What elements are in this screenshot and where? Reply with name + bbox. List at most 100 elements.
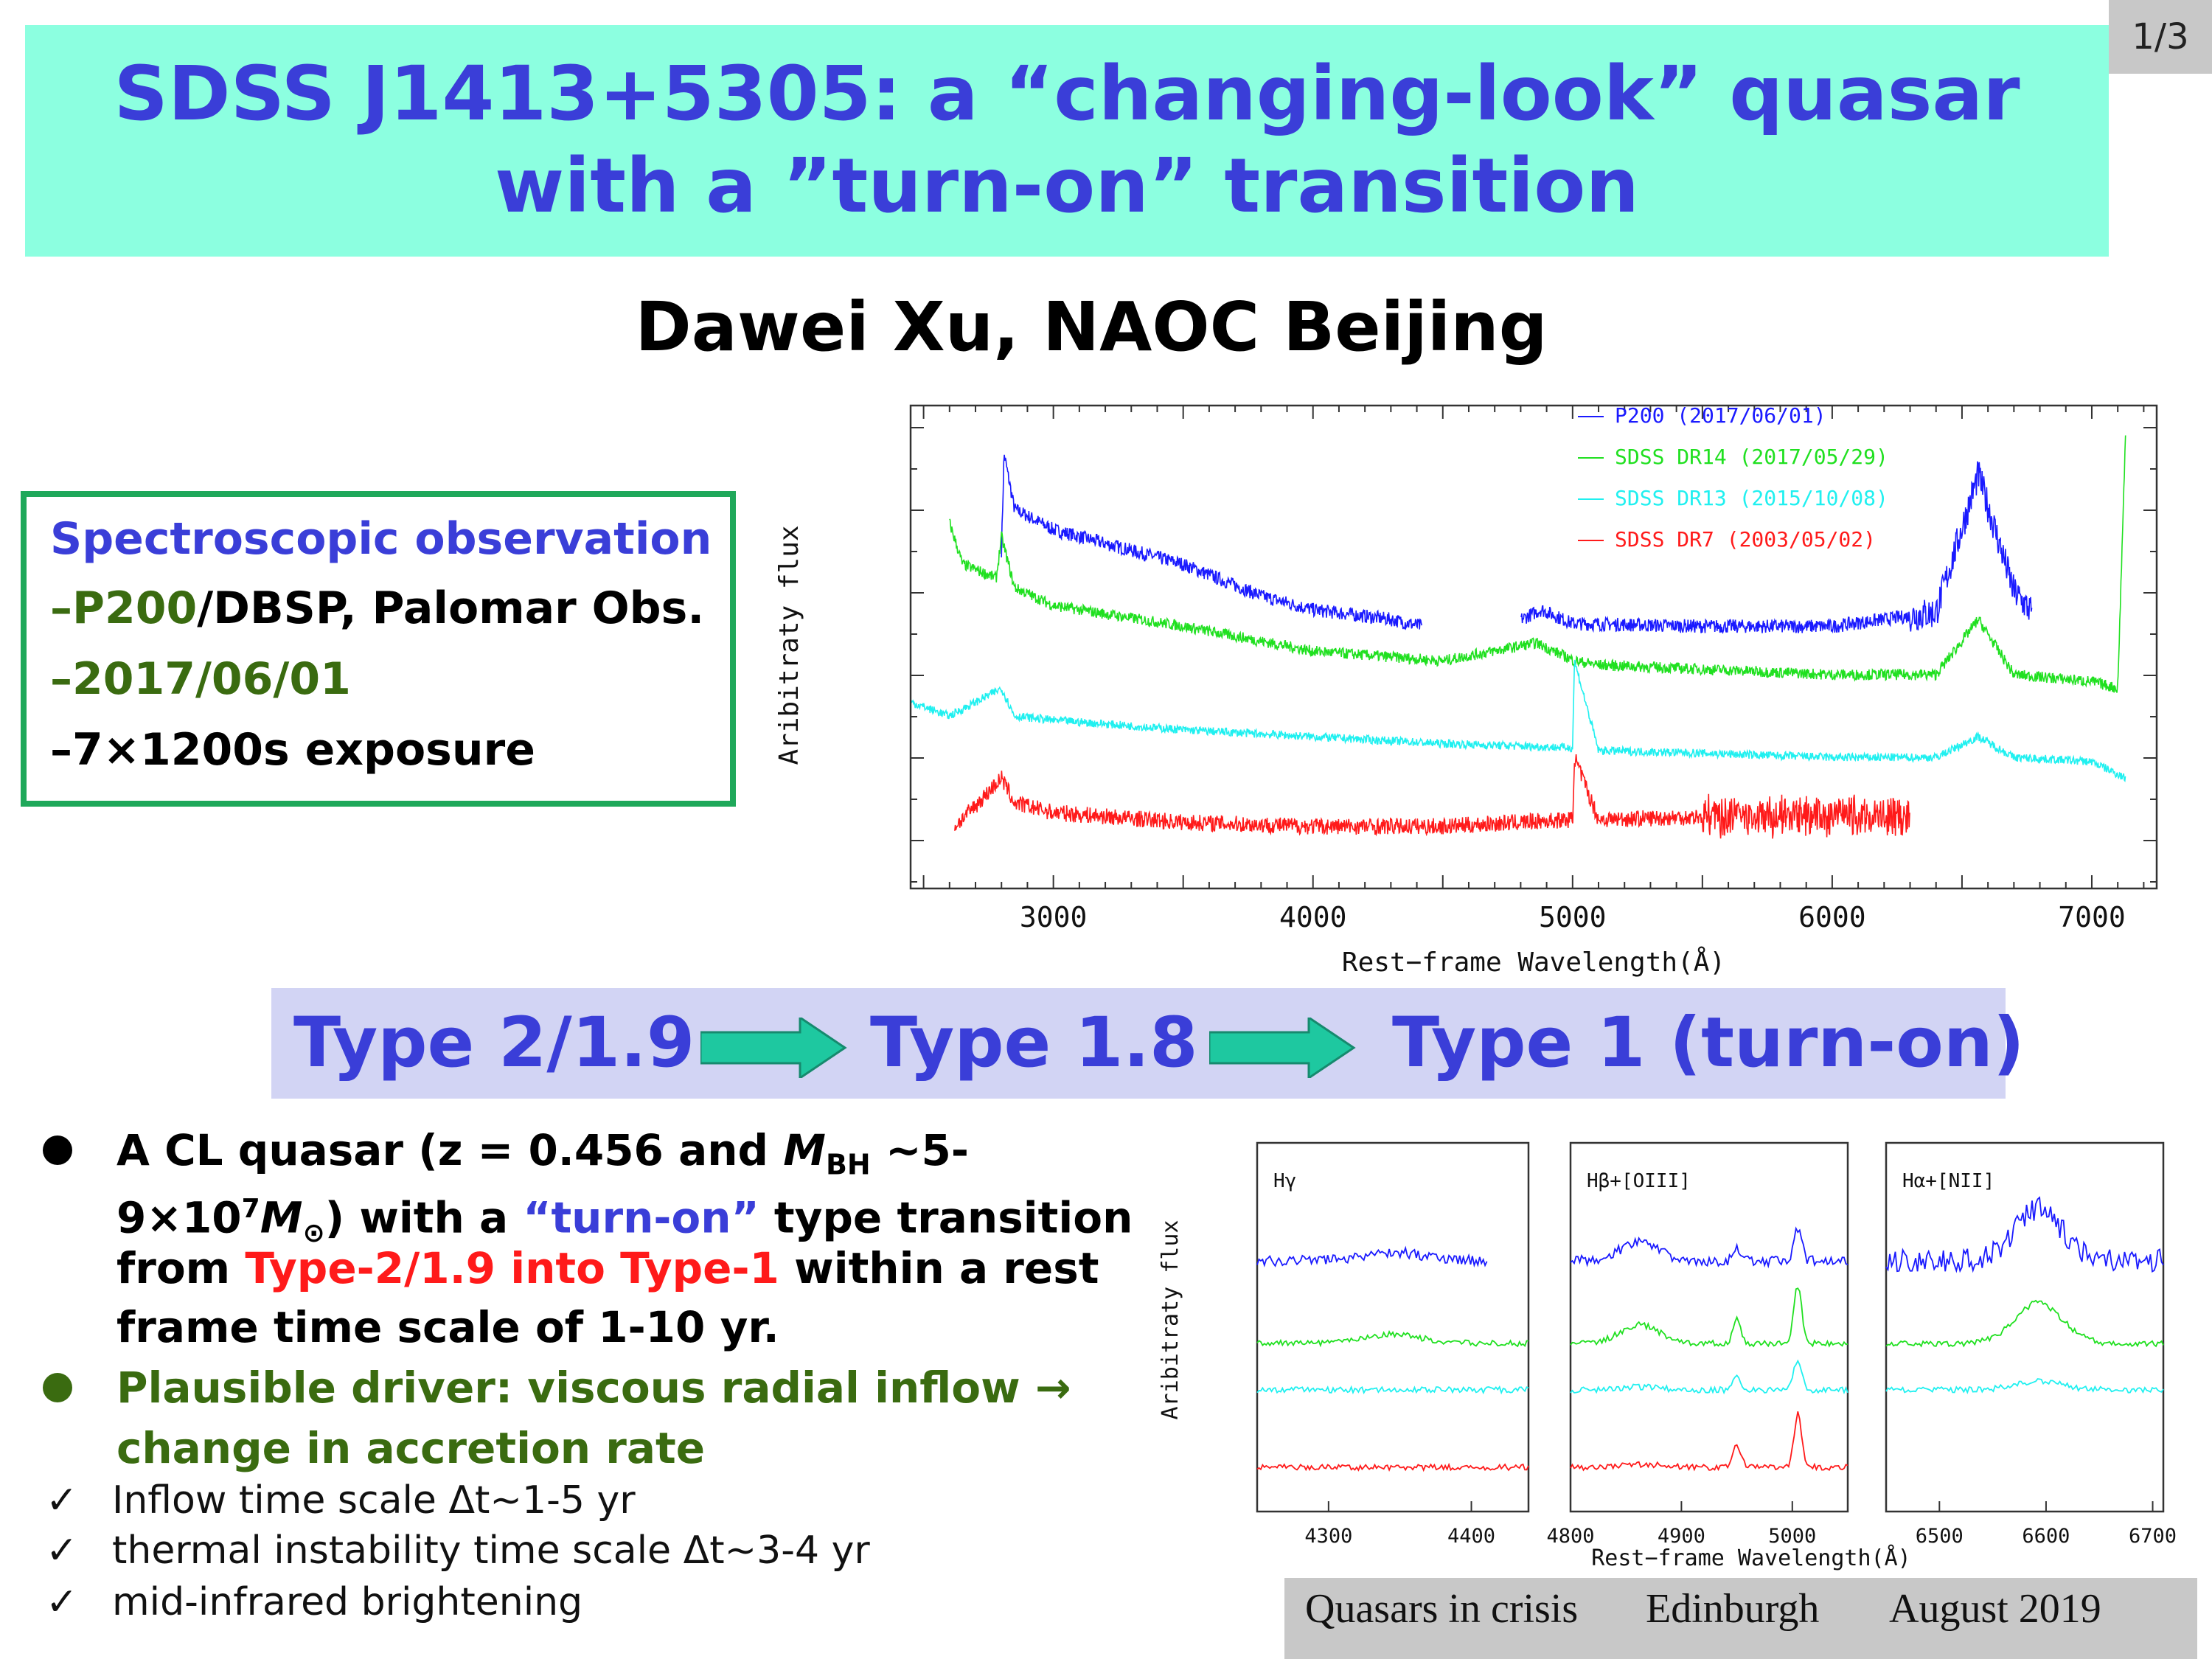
zoom-x-tick-label: 6500 xyxy=(1916,1525,1964,1548)
check-text: thermal instability time scale Δt~3-4 yr xyxy=(112,1528,870,1573)
observation-instrument: –P200/DBSP, Palomar Obs. xyxy=(50,582,704,634)
observation-box: Spectroscopic observation –P200/DBSP, Pa… xyxy=(21,491,736,807)
zoom-panel-frame xyxy=(1885,1141,2165,1513)
x-tick-label: 4000 xyxy=(1279,901,1347,933)
zoom-panel-frame xyxy=(1256,1141,1530,1513)
zoom-spectrum-line xyxy=(1570,1411,1848,1472)
dash: – xyxy=(50,653,72,705)
footer-date: August 2019 xyxy=(1889,1586,2101,1632)
zoom-x-tick-label: 6700 xyxy=(2129,1525,2177,1548)
plot-frame xyxy=(909,404,2158,890)
zoom-x-tick-label: 5000 xyxy=(1768,1525,1816,1548)
footer-location: Edinburgh xyxy=(1646,1586,1820,1632)
bullet-2-line-1: Plausible driver: viscous radial inflow … xyxy=(116,1363,1071,1413)
footer-bar: Quasars in crisis Edinburgh August 2019 xyxy=(1284,1578,2197,1659)
bullet-dot xyxy=(43,1373,72,1402)
text: BH xyxy=(825,1148,871,1181)
text: ⊙ xyxy=(302,1217,325,1248)
author-line: Dawei Xu, NAOC Beijing xyxy=(635,288,1548,366)
observation-date: –2017/06/01 xyxy=(50,653,351,705)
title-line-1: SDSS J1413+5305: a “changing-look” quasa… xyxy=(114,50,2020,138)
type-label-3: Type 1 (turn-on) xyxy=(1392,1003,2025,1083)
type-label-2: Type 1.8 xyxy=(870,1003,1198,1083)
spectrum-chart: 3000 4000 5000 6000 7000 P200 (2017/06/01) SD… xyxy=(774,403,2158,978)
observation-heading: Spectroscopic observation xyxy=(50,513,712,565)
zoom-x-tick-label: 4800 xyxy=(1546,1525,1594,1548)
instrument-detail: /DBSP, Palomar Obs. xyxy=(197,582,705,634)
y-axis-label: Aribitraty flux xyxy=(774,525,804,765)
x-axis-label: Rest−frame Wavelength(Å) xyxy=(1342,946,1725,978)
x-tick-label: 3000 xyxy=(1020,901,1088,933)
text: M xyxy=(783,1125,826,1175)
zoom-spectrum-line xyxy=(1885,1299,2164,1348)
zoom-panel-frame xyxy=(1569,1141,1849,1513)
check-item-2: ✓ thermal instability time scale Δt~3-4 y… xyxy=(46,1525,870,1576)
zoom-spectrum-line xyxy=(1885,1378,2164,1394)
check-icon: ✓ xyxy=(46,1528,78,1573)
legend-entry: SDSS DR7 (2003/05/02) xyxy=(1615,527,1876,552)
zoom-panels: Hγ 4300 4400 Hβ+[OIII] 4800 4900 5000 Hα+[NII] 6… xyxy=(1256,1141,2177,1548)
text: 7 xyxy=(241,1194,260,1224)
x-tick-label: 5000 xyxy=(1539,901,1607,933)
bullet-dot xyxy=(43,1135,72,1165)
text: ~5- xyxy=(870,1125,969,1175)
legend-entry: P200 (2017/06/01) xyxy=(1615,403,1826,428)
check-text: mid-infrared brightening xyxy=(112,1580,583,1624)
date-value: 2017/06/01 xyxy=(72,653,351,705)
text: from xyxy=(116,1243,246,1293)
spectrum-series-group xyxy=(910,435,2126,839)
zoom-spectrum-line xyxy=(1256,1462,1529,1472)
zoom-spectrum-line xyxy=(1570,1226,1848,1269)
zoom-spectrum-line xyxy=(1256,1385,1529,1395)
bullet-1-line-4: frame time scale of 1-10 yr. xyxy=(116,1302,779,1352)
zoom-spectrum-line xyxy=(1570,1359,1848,1395)
zoom-spectra-chart: Hγ 4300 4400 Hβ+[OIII] 4800 4900 5000 Hα+[NII] 6… xyxy=(1158,1141,2177,1571)
zoom-x-tick-label: 6600 xyxy=(2022,1525,2070,1548)
zoom-x-axis-label: Rest−frame Wavelength(Å) xyxy=(1591,1545,1910,1571)
zoom-spectrum-line xyxy=(1570,1287,1848,1348)
text: “turn-on” xyxy=(523,1192,759,1243)
zoom-panel-label: Hα+[NII] xyxy=(1902,1170,1994,1192)
spectrum-line-2 xyxy=(949,435,2126,693)
title-banner: SDSS J1413+5305: a “changing-look” quasa… xyxy=(25,25,2109,257)
observation-exposure: –7×1200s exposure xyxy=(50,724,535,776)
check-text: Inflow time scale Δt~1-5 yr xyxy=(112,1478,636,1523)
zoom-x-tick-label: 4400 xyxy=(1447,1525,1495,1548)
bullet-1-line-1: A CL quasar (z = 0.456 and MBH ~5- xyxy=(116,1121,1105,1194)
spectrum-line-3 xyxy=(910,659,2126,783)
text: Type-2/1.9 into Type-1 xyxy=(245,1243,779,1293)
text: M xyxy=(260,1192,303,1243)
type-progression-band: Type 2/1.9 Type 1.8 Type 1 (turn-on) xyxy=(271,988,2025,1099)
spectrum-line-1 xyxy=(1001,454,2033,634)
zoom-spectrum-line xyxy=(1885,1196,2164,1273)
exposure-value: 7×1200s exposure xyxy=(72,724,535,776)
y-ticks xyxy=(911,427,2157,883)
dash: – xyxy=(50,724,72,776)
page-number: 1/3 xyxy=(2109,0,2212,74)
text: 9×10 xyxy=(116,1192,242,1243)
zoom-y-axis-label: Aribitraty flux xyxy=(1158,1220,1183,1420)
zoom-panel-label: Hβ+[OIII] xyxy=(1587,1170,1691,1192)
type-label-1: Type 2/1.9 xyxy=(293,1003,695,1083)
arrow-right-icon xyxy=(1209,1018,1356,1078)
legend-entry: SDSS DR13 (2015/10/08) xyxy=(1615,486,1888,510)
check-icon: ✓ xyxy=(46,1580,78,1624)
instrument-name: P200 xyxy=(72,582,198,634)
zoom-spectrum-line xyxy=(1256,1329,1528,1348)
zoom-spectrum-line xyxy=(1256,1245,1488,1268)
x-tick-label: 7000 xyxy=(2058,901,2126,933)
x-tick-labels: 3000 4000 5000 6000 7000 xyxy=(1020,901,2126,933)
legend-entry: SDSS DR14 (2017/05/29) xyxy=(1615,445,1888,469)
check-item-1: ✓ Inflow time scale Δt~1-5 yr xyxy=(46,1475,636,1526)
zoom-x-tick-label: 4900 xyxy=(1658,1525,1705,1548)
check-icon: ✓ xyxy=(46,1478,78,1523)
zoom-panel-label: Hγ xyxy=(1273,1170,1296,1192)
dash: – xyxy=(50,582,72,634)
text: type transition xyxy=(759,1192,1133,1243)
spectrum-line-4 xyxy=(954,754,1910,839)
text: within a rest xyxy=(779,1243,1099,1293)
bullet-1-line-3: from Type-2/1.9 into Type-1 within a res… xyxy=(116,1239,1105,1298)
check-item-3: ✓ mid-infrared brightening xyxy=(46,1576,582,1628)
legend: P200 (2017/06/01) SDSS DR14 (2017/05/29) S… xyxy=(1578,403,1888,552)
x-tick-label: 6000 xyxy=(1798,901,1866,933)
